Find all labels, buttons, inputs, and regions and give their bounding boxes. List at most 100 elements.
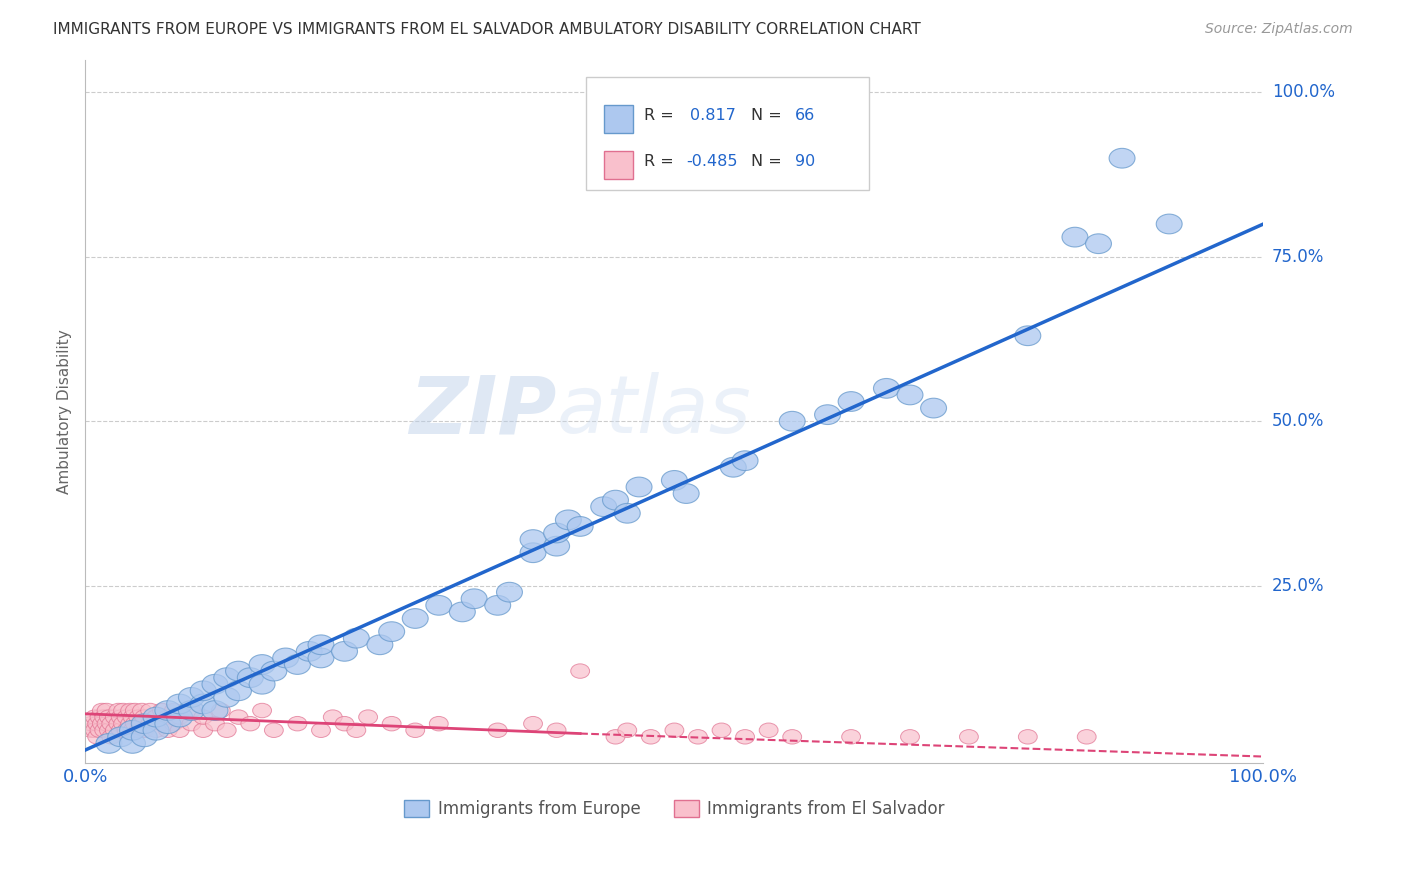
Ellipse shape	[159, 723, 177, 738]
Ellipse shape	[1015, 326, 1040, 345]
Ellipse shape	[152, 703, 172, 718]
Ellipse shape	[606, 730, 624, 744]
Ellipse shape	[101, 716, 121, 731]
Ellipse shape	[673, 483, 699, 503]
Ellipse shape	[146, 723, 166, 738]
Text: 100.0%: 100.0%	[1272, 84, 1334, 102]
Ellipse shape	[143, 721, 169, 740]
Ellipse shape	[132, 703, 152, 718]
Ellipse shape	[205, 716, 225, 731]
Ellipse shape	[901, 730, 920, 744]
Text: N =: N =	[751, 109, 782, 123]
Ellipse shape	[544, 536, 569, 556]
Ellipse shape	[273, 648, 298, 668]
Ellipse shape	[179, 701, 204, 721]
Text: -0.485: -0.485	[686, 154, 738, 169]
Ellipse shape	[100, 723, 118, 738]
FancyBboxPatch shape	[586, 78, 869, 190]
Ellipse shape	[520, 543, 546, 563]
Ellipse shape	[120, 733, 145, 753]
Text: IMMIGRANTS FROM EUROPE VS IMMIGRANTS FROM EL SALVADOR AMBULATORY DISABILITY CORR: IMMIGRANTS FROM EUROPE VS IMMIGRANTS FRO…	[53, 22, 921, 37]
Ellipse shape	[114, 703, 132, 718]
Text: ZIP: ZIP	[409, 372, 557, 450]
Ellipse shape	[90, 723, 108, 738]
Text: Source: ZipAtlas.com: Source: ZipAtlas.com	[1205, 22, 1353, 37]
Ellipse shape	[129, 723, 148, 738]
Ellipse shape	[87, 730, 107, 744]
Text: 50.0%: 50.0%	[1272, 412, 1324, 430]
Ellipse shape	[897, 385, 922, 405]
Ellipse shape	[1109, 148, 1135, 168]
Text: 66: 66	[794, 109, 815, 123]
Ellipse shape	[211, 703, 231, 718]
Text: R =: R =	[644, 154, 673, 169]
Ellipse shape	[1085, 234, 1112, 253]
Ellipse shape	[132, 716, 152, 731]
Ellipse shape	[82, 716, 101, 731]
Ellipse shape	[544, 523, 569, 543]
Ellipse shape	[523, 716, 543, 731]
Ellipse shape	[146, 710, 166, 724]
Ellipse shape	[124, 710, 142, 724]
Ellipse shape	[312, 723, 330, 738]
Ellipse shape	[783, 730, 801, 744]
Ellipse shape	[190, 681, 217, 701]
Ellipse shape	[111, 723, 131, 738]
Ellipse shape	[108, 716, 128, 731]
Ellipse shape	[520, 530, 546, 549]
Ellipse shape	[711, 723, 731, 738]
Ellipse shape	[135, 710, 153, 724]
Ellipse shape	[402, 608, 429, 628]
Y-axis label: Ambulatory Disability: Ambulatory Disability	[58, 329, 72, 494]
Ellipse shape	[97, 703, 117, 718]
Ellipse shape	[214, 688, 239, 707]
Ellipse shape	[838, 392, 865, 411]
Ellipse shape	[367, 635, 392, 655]
Ellipse shape	[117, 723, 136, 738]
Ellipse shape	[359, 710, 378, 724]
Ellipse shape	[689, 730, 707, 744]
Text: atlas: atlas	[557, 372, 751, 450]
Ellipse shape	[181, 716, 201, 731]
Ellipse shape	[759, 723, 778, 738]
Ellipse shape	[202, 701, 228, 721]
Ellipse shape	[240, 716, 260, 731]
Ellipse shape	[1077, 730, 1097, 744]
Ellipse shape	[571, 664, 589, 678]
Ellipse shape	[152, 716, 172, 731]
Ellipse shape	[155, 714, 181, 733]
Ellipse shape	[100, 710, 118, 724]
Ellipse shape	[93, 716, 111, 731]
Text: 75.0%: 75.0%	[1272, 248, 1324, 266]
Ellipse shape	[335, 716, 354, 731]
Ellipse shape	[179, 688, 204, 707]
Ellipse shape	[347, 723, 366, 738]
Ellipse shape	[121, 716, 139, 731]
Ellipse shape	[406, 723, 425, 738]
Ellipse shape	[194, 723, 212, 738]
Ellipse shape	[155, 701, 181, 721]
Ellipse shape	[218, 723, 236, 738]
Ellipse shape	[284, 655, 311, 674]
Ellipse shape	[496, 582, 523, 602]
Ellipse shape	[143, 707, 169, 727]
Ellipse shape	[332, 641, 357, 661]
Ellipse shape	[129, 710, 148, 724]
Ellipse shape	[297, 641, 322, 661]
Ellipse shape	[873, 378, 900, 398]
Ellipse shape	[141, 716, 160, 731]
Ellipse shape	[94, 723, 114, 738]
Ellipse shape	[97, 716, 117, 731]
Ellipse shape	[603, 491, 628, 510]
Text: N =: N =	[751, 154, 782, 169]
Ellipse shape	[426, 596, 451, 615]
Ellipse shape	[485, 596, 510, 615]
Ellipse shape	[125, 716, 145, 731]
Ellipse shape	[229, 710, 247, 724]
Ellipse shape	[1062, 227, 1088, 247]
Ellipse shape	[429, 716, 449, 731]
Ellipse shape	[117, 710, 136, 724]
Ellipse shape	[93, 703, 111, 718]
Ellipse shape	[567, 516, 593, 536]
Ellipse shape	[779, 411, 806, 431]
